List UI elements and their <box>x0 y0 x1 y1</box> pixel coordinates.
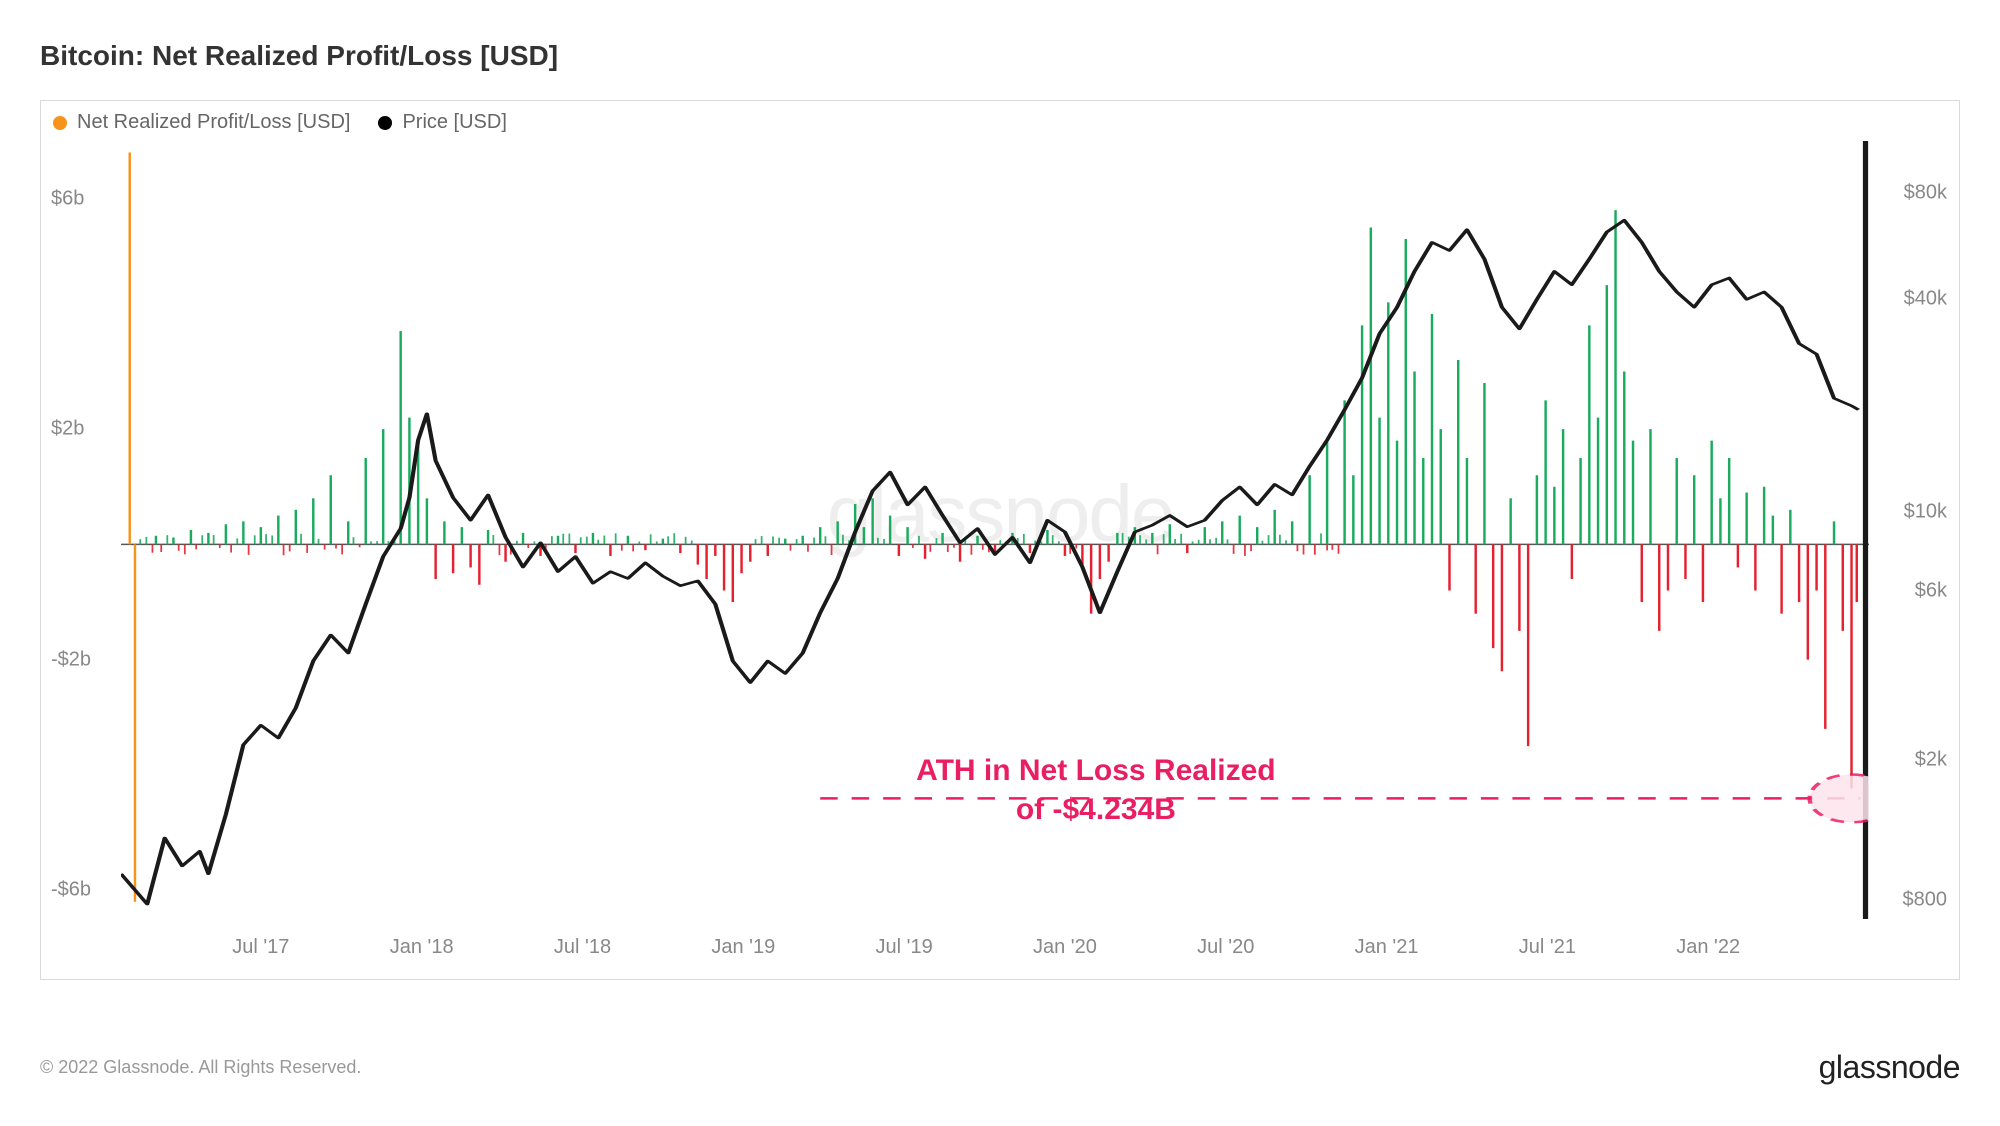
x-tick: Jan '21 <box>1355 936 1419 959</box>
legend-item-price: Price [USD] <box>378 111 506 134</box>
legend-dot-npl <box>53 116 67 130</box>
legend: Net Realized Profit/Loss [USD] Price [US… <box>53 111 507 134</box>
brand-logo: glassnode <box>1819 1049 1960 1086</box>
y-right-tick: $800 <box>1903 889 1948 912</box>
x-tick: Jan '22 <box>1676 936 1740 959</box>
x-tick: Jan '19 <box>711 936 775 959</box>
x-tick: Jul '18 <box>554 936 611 959</box>
annotation-line2: of -$4.234B <box>916 790 1276 829</box>
legend-item-npl: Net Realized Profit/Loss [USD] <box>53 111 350 134</box>
annotation-line1: ATH in Net Loss Realized <box>916 751 1276 790</box>
x-tick: Jan '18 <box>390 936 454 959</box>
chart-title: Bitcoin: Net Realized Profit/Loss [USD] <box>40 40 1960 72</box>
y-left-tick: $2b <box>51 418 84 441</box>
y-right-tick: $6k <box>1915 579 1947 602</box>
y-right-tick: $40k <box>1904 288 1947 311</box>
x-tick: Jul '20 <box>1197 936 1254 959</box>
x-tick: Jan '20 <box>1033 936 1097 959</box>
chart-frame: Net Realized Profit/Loss [USD] Price [US… <box>40 100 1960 980</box>
y-left-tick: -$2b <box>51 648 91 671</box>
y-right-tick: $10k <box>1904 501 1947 524</box>
copyright: © 2022 Glassnode. All Rights Reserved. <box>40 1057 361 1078</box>
x-tick: Jul '21 <box>1519 936 1576 959</box>
y-left-tick: $6b <box>51 187 84 210</box>
x-tick: Jul '19 <box>876 936 933 959</box>
y-left-tick: -$6b <box>51 879 91 902</box>
legend-label-price: Price [USD] <box>402 111 506 134</box>
legend-dot-price <box>378 116 392 130</box>
y-right-tick: $2k <box>1915 748 1947 771</box>
legend-label-npl: Net Realized Profit/Loss [USD] <box>77 111 350 134</box>
y-right-tick: $80k <box>1904 181 1947 204</box>
annotation-ath-loss: ATH in Net Loss Realized of -$4.234B <box>916 751 1276 829</box>
x-tick: Jul '17 <box>232 936 289 959</box>
